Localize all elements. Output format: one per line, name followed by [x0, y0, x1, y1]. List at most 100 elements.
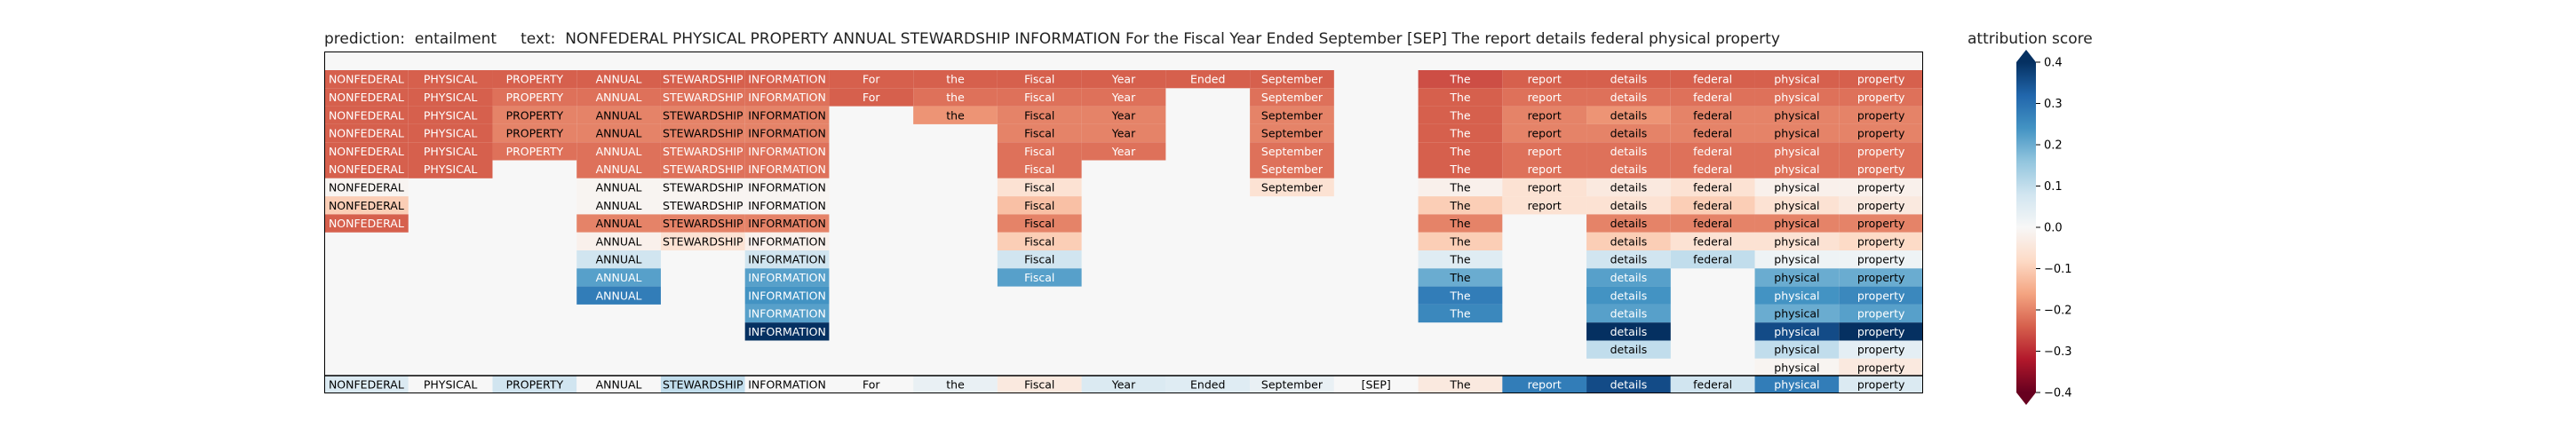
heat-cell [829, 70, 914, 89]
heat-cell [1754, 123, 1840, 143]
heat-cell [1670, 160, 1755, 178]
colorbar-extend-bottom [2016, 392, 2036, 405]
heat-cell [997, 178, 1082, 197]
final-row-label: [SEP] [1362, 378, 1391, 392]
heat-cell-label: INFORMATION [748, 271, 826, 284]
heat-cell [1839, 106, 1923, 124]
heat-cell [576, 178, 661, 197]
colorbar-title: attribution score [1968, 30, 2093, 48]
heat-cell-label: physical [1774, 91, 1819, 104]
final-row-cell [492, 376, 577, 393]
heat-cell [997, 123, 1082, 143]
heat-cell-label: physical [1774, 217, 1819, 230]
final-row-cell [660, 376, 745, 393]
heat-cell-label: details [1610, 73, 1648, 86]
heat-cell [324, 106, 409, 124]
heat-cell-label: property [1857, 199, 1905, 212]
heat-cell-label: property [1857, 343, 1905, 356]
heat-cell-label: INFORMATION [748, 91, 826, 104]
colorbar-gradient [2016, 62, 2036, 392]
heat-cell-label: physical [1774, 163, 1819, 176]
heat-cell [1418, 196, 1503, 215]
heat-cell-label: NONFEDERAL [329, 180, 404, 194]
heat-cell [913, 88, 998, 107]
heat-cell-label: Fiscal [1024, 234, 1054, 248]
heat-cell [744, 106, 830, 124]
colorbar-tick-label: −0.4 [2044, 387, 2072, 400]
heat-cell-label: the [946, 73, 965, 86]
heat-cell-label: federal [1693, 127, 1732, 140]
heat-cell-label: The [1449, 199, 1471, 212]
heat-cell [660, 232, 745, 250]
heat-cell [1754, 304, 1840, 323]
heat-cell-label: details [1610, 145, 1648, 158]
heat-cell [1754, 70, 1840, 89]
heat-cell [408, 88, 493, 107]
heat-cell-label: federal [1693, 163, 1732, 176]
heat-cell-label: STEWARDSHIP [663, 73, 743, 86]
final-row-label: NONFEDERAL [329, 378, 404, 392]
final-row-label: Fiscal [1024, 378, 1054, 392]
heat-cell [1586, 70, 1671, 89]
heat-cell-label: property [1857, 163, 1905, 176]
heat-cell [1839, 160, 1923, 178]
heat-cell-label: The [1449, 163, 1471, 176]
heat-cell-label: INFORMATION [748, 145, 826, 158]
heat-cell [744, 178, 830, 197]
heat-cell-label: PHYSICAL [424, 145, 477, 158]
heat-cell [744, 268, 830, 287]
heat-cell-label: report [1528, 199, 1562, 212]
heat-cell [1081, 142, 1166, 161]
heat-cell-label: details [1610, 127, 1648, 140]
heat-cell [1754, 286, 1840, 305]
final-row-cell [1333, 376, 1419, 393]
heat-cell-label: ANNUAL [596, 289, 642, 302]
heat-cell-label: September [1261, 180, 1324, 194]
heat-cell [324, 70, 409, 89]
heat-cell-label: property [1857, 325, 1905, 338]
heat-cell-label: The [1449, 145, 1471, 158]
heat-cell [1670, 196, 1755, 215]
heat-cell [1670, 232, 1755, 250]
heat-cell-label: NONFEDERAL [329, 199, 404, 212]
final-row-cell [913, 376, 998, 393]
heat-cell-label: details [1610, 234, 1648, 248]
final-row-cell [324, 376, 409, 393]
final-row-cell [997, 376, 1082, 393]
heat-cell [1081, 123, 1166, 143]
final-row-cell [829, 376, 914, 393]
heat-cell [1250, 106, 1334, 124]
heat-cell [1502, 178, 1587, 197]
heat-cell-label: federal [1693, 73, 1732, 86]
heat-cell-label: The [1449, 108, 1471, 122]
colorbar-tick-label: 0.3 [2044, 98, 2063, 111]
heat-cell [997, 88, 1082, 107]
heat-cell-label: The [1449, 307, 1471, 321]
heat-cell-label: NONFEDERAL [329, 145, 404, 158]
heat-cell-label: NONFEDERAL [329, 73, 404, 86]
heat-cell-label: STEWARDSHIP [663, 91, 743, 104]
heat-cell [997, 160, 1082, 178]
heat-cell-label: ANNUAL [596, 73, 642, 86]
heat-cell-label: federal [1693, 199, 1732, 212]
heat-cell-label: NONFEDERAL [329, 163, 404, 176]
heat-cell-label: property [1857, 253, 1905, 266]
final-row-label: ANNUAL [596, 378, 642, 392]
heat-cell [1502, 70, 1587, 89]
heat-cell [1418, 286, 1503, 305]
colorbar: 0.4 0.3 0.2 0.1 0.0 −0.1 −0.2 −0.3 −0.4 [2016, 50, 2079, 405]
heat-cell-label: physical [1774, 234, 1819, 248]
heat-cell-label: ANNUAL [596, 217, 642, 230]
heat-cell-label: Year [1111, 127, 1136, 140]
final-row-label: The [1449, 378, 1471, 392]
heat-cell-label: ANNUAL [596, 127, 642, 140]
heat-cell [1418, 250, 1503, 269]
heat-cell-label: The [1449, 180, 1471, 194]
heat-cell [913, 70, 998, 89]
colorbar-tick-label: 0.4 [2044, 57, 2063, 70]
heat-cell [660, 214, 745, 233]
heat-cell-label: details [1610, 343, 1648, 356]
heat-cell [324, 178, 409, 197]
heat-cell-label: Year [1111, 108, 1136, 122]
heat-cell [1754, 106, 1840, 124]
